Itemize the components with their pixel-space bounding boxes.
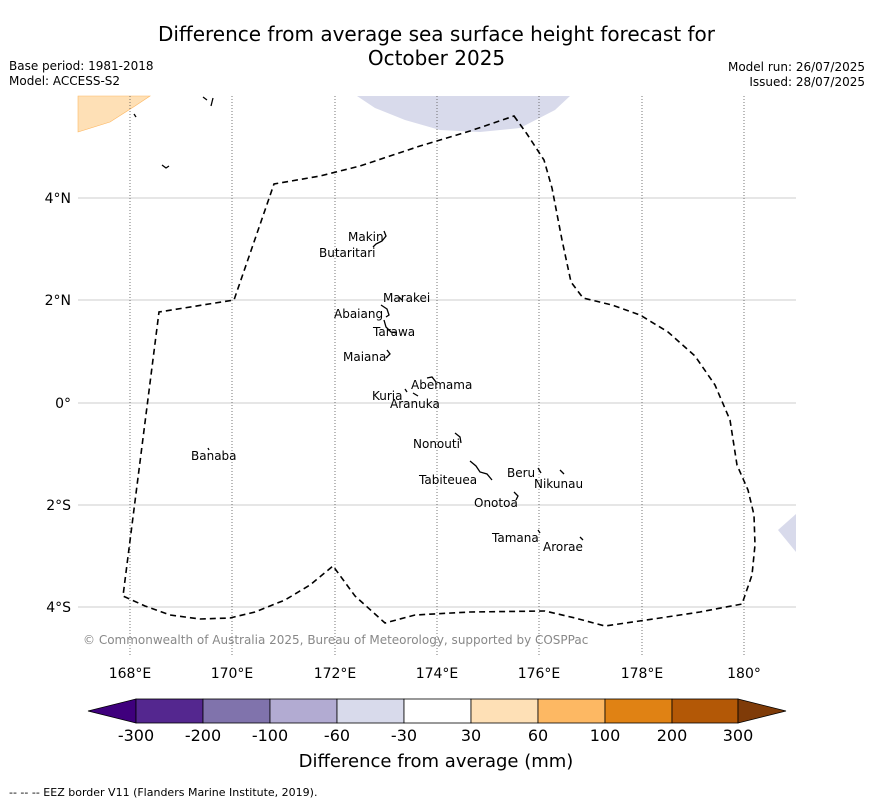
x-tick-178e: 178°E xyxy=(621,666,664,682)
coastlines xyxy=(133,96,584,541)
coast-north-2 xyxy=(210,97,214,107)
title-line-2: October 2025 xyxy=(367,46,506,70)
coast-nonouti xyxy=(454,432,462,444)
y-tick-2s: 2°S xyxy=(46,498,71,514)
island-label-banaba: Banaba xyxy=(191,449,237,463)
colorbar-label-1: -300 xyxy=(118,726,154,745)
coast-tarawa xyxy=(383,319,398,334)
colorbar-bin-8 xyxy=(604,698,673,724)
x-tick-172e: 172°E xyxy=(314,666,357,682)
coast-maiana xyxy=(385,349,391,359)
coast-nikunau xyxy=(559,469,565,475)
colorbar-bin-2 xyxy=(202,698,271,724)
x-tick-170e: 170°E xyxy=(211,666,254,682)
island-label-makin: Makin xyxy=(348,230,384,244)
colorbar-label-8: 100 xyxy=(590,726,621,745)
island-label-tamana: Tamana xyxy=(491,531,539,545)
island-label-arorae: Arorae xyxy=(543,540,583,554)
coast-onotoa xyxy=(513,491,519,501)
coast-marakei xyxy=(398,296,403,301)
coast-banaba xyxy=(207,447,210,451)
coast-kuria xyxy=(404,388,408,393)
model-name: Model: ACCESS-S2 xyxy=(9,74,121,88)
coast-beru xyxy=(537,467,542,474)
island-label-nonouti: Nonouti xyxy=(413,437,460,451)
island-label-aranuka: Aranuka xyxy=(390,397,440,411)
model-run: Model run: 26/07/2025 xyxy=(727,60,865,74)
colorbar-bin-6 xyxy=(470,698,539,724)
island-labels: Makin Butaritari Marakei Abaiang Tarawa … xyxy=(191,230,583,554)
island-label-abemama: Abemama xyxy=(411,378,472,392)
y-tick-4s: 4°S xyxy=(46,600,71,616)
island-label-nikunau: Nikunau xyxy=(534,477,583,491)
map-panel: Makin Butaritari Marakei Abaiang Tarawa … xyxy=(77,95,796,655)
island-label-tarawa: Tarawa xyxy=(372,325,415,339)
coast-aranuka xyxy=(412,392,419,397)
anomaly-patch-purple-north xyxy=(357,96,570,132)
colorbar-label-4: -60 xyxy=(324,726,350,745)
colorbar-label-9: 200 xyxy=(657,726,688,745)
coast-abaiang xyxy=(380,304,390,318)
coast-north-1 xyxy=(202,96,208,101)
anomaly-patch-purple-east xyxy=(778,514,796,552)
island-label-butaritari: Butaritari xyxy=(319,246,376,260)
y-axis-labels: 4°N 2°N 0° 2°S 4°S xyxy=(45,191,72,616)
colorbar-label-6: 30 xyxy=(461,726,481,745)
eez-border xyxy=(122,115,756,627)
island-label-marakei: Marakei xyxy=(383,291,430,305)
island-label-beru: Beru xyxy=(507,466,535,480)
eez-footnote: -- -- -- EEZ border V11 (Flanders Marine… xyxy=(9,786,318,799)
coast-north-4 xyxy=(161,164,170,169)
y-tick-4n: 4°N xyxy=(45,191,71,207)
colorbar-bin-9 xyxy=(671,698,739,724)
x-tick-176e: 176°E xyxy=(518,666,561,682)
colorbar-bin-1 xyxy=(135,698,204,724)
colorbar-extend-high xyxy=(737,698,787,724)
map-title: Difference from average sea surface heig… xyxy=(0,22,873,70)
x-tick-168e: 168°E xyxy=(109,666,152,682)
issued-date: Issued: 28/07/2025 xyxy=(749,75,865,89)
colorbar-label-2: -200 xyxy=(185,726,221,745)
coast-arorae xyxy=(579,536,584,541)
x-tick-180: 180° xyxy=(727,666,761,682)
coast-north-3 xyxy=(133,113,137,118)
colorbar-label-3: -100 xyxy=(252,726,288,745)
y-tick-0: 0° xyxy=(55,396,71,412)
island-label-kuria: Kuria xyxy=(372,389,403,403)
colorbar-bin-7 xyxy=(537,698,606,724)
colorbar-title: Difference from average (mm) xyxy=(299,751,574,772)
colorbar xyxy=(87,698,787,724)
base-period: Base period: 1981-2018 xyxy=(9,59,154,73)
title-line-1: Difference from average sea surface heig… xyxy=(157,22,716,46)
island-label-tabiteuea: Tabiteuea xyxy=(418,473,477,487)
x-tick-174e: 174°E xyxy=(416,666,459,682)
coast-abemama xyxy=(426,376,437,383)
colorbar-labels: -300 -200 -100 -60 -30 30 60 100 200 300 xyxy=(118,726,753,745)
colorbar-bin-4 xyxy=(336,698,405,724)
colorbar-bin-5 xyxy=(403,698,472,724)
island-label-maiana: Maiana xyxy=(343,350,386,364)
colorbar-label-10: 300 xyxy=(723,726,754,745)
colorbar-bin-3 xyxy=(269,698,338,724)
meta-right: Model run: 26/07/2025 Issued: 28/07/2025 xyxy=(728,60,865,90)
x-axis-labels: 168°E 170°E 172°E 174°E 176°E 178°E 180° xyxy=(109,666,761,682)
island-label-onotoa: Onotoa xyxy=(474,496,518,510)
anomaly-patch-orange xyxy=(77,95,151,133)
island-label-abaiang: Abaiang xyxy=(334,307,383,321)
y-tick-2n: 2°N xyxy=(45,293,71,309)
meridians xyxy=(129,96,745,655)
colorbar-label-7: 60 xyxy=(528,726,548,745)
coast-tamana xyxy=(537,529,541,534)
colorbar-label-5: -30 xyxy=(391,726,417,745)
coast-makin xyxy=(372,230,387,248)
colorbar-extend-low xyxy=(87,698,137,724)
meta-left: Base period: 1981-2018 Model: ACCESS-S2 xyxy=(9,59,154,89)
copyright-credit: © Commonwealth of Australia 2025, Bureau… xyxy=(83,633,588,647)
coast-tabiteuea xyxy=(469,460,493,481)
